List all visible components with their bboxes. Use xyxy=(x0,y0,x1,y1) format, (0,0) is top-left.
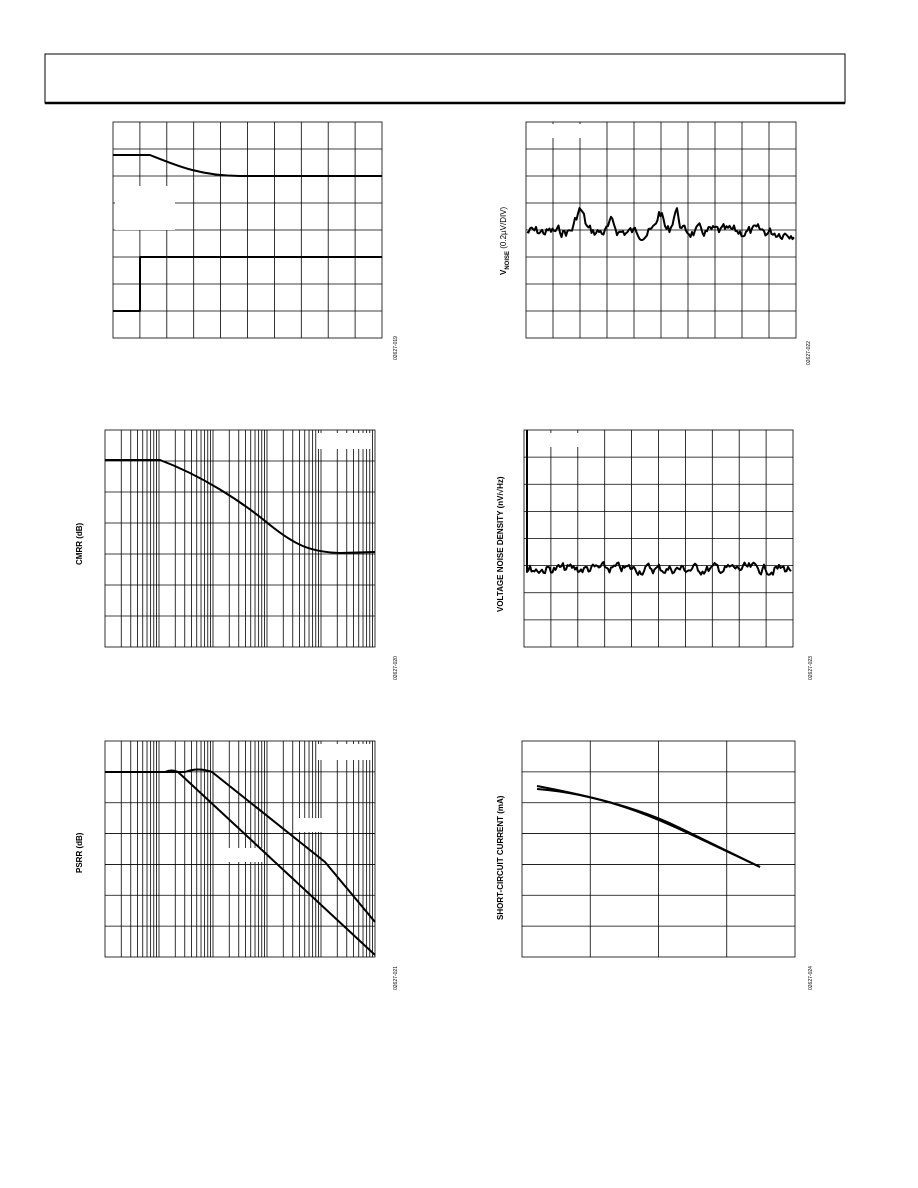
y-axis-label: SHORT-CIRCUIT CURRENT (mA) xyxy=(496,795,505,920)
label-sub: NOISE xyxy=(505,251,511,270)
figure-code: 02627-024 xyxy=(808,966,814,990)
figure-code: 02627-019 xyxy=(393,336,399,360)
figure-code: 02627-021 xyxy=(393,966,399,990)
curve xyxy=(105,768,376,923)
y-axis-label: PSRR (dB) xyxy=(75,832,84,873)
label-part: V xyxy=(499,269,508,275)
header-box xyxy=(44,53,846,104)
label-mask xyxy=(545,124,585,138)
plot-frame xyxy=(104,429,376,648)
curve xyxy=(113,154,382,177)
label-mask xyxy=(318,744,372,760)
figure-code: 02627-023 xyxy=(808,656,814,680)
figure-code: 02627-020 xyxy=(393,656,399,680)
label-mask xyxy=(115,124,137,144)
curve xyxy=(113,256,382,312)
label-mask xyxy=(228,848,264,862)
y-axis-label: CMRR (dB) xyxy=(75,522,84,565)
y-axis-label: VNOISE (0.2µV/DIV) xyxy=(499,206,511,275)
label-mask xyxy=(296,818,326,832)
plot-frame xyxy=(104,740,376,958)
label-mask xyxy=(540,433,585,447)
curve xyxy=(526,430,792,576)
label-mask xyxy=(115,186,175,230)
label-part: (0.2µV/DIV) xyxy=(499,206,508,251)
y-axis-label: VOLTAGE NOISE DENSITY (nV/√Hz) xyxy=(496,476,505,612)
label-mask xyxy=(318,433,372,449)
curve xyxy=(536,788,761,868)
curve xyxy=(105,769,376,956)
curve xyxy=(105,459,376,554)
curve xyxy=(526,207,795,241)
figure-code: 02627-022 xyxy=(806,341,812,365)
